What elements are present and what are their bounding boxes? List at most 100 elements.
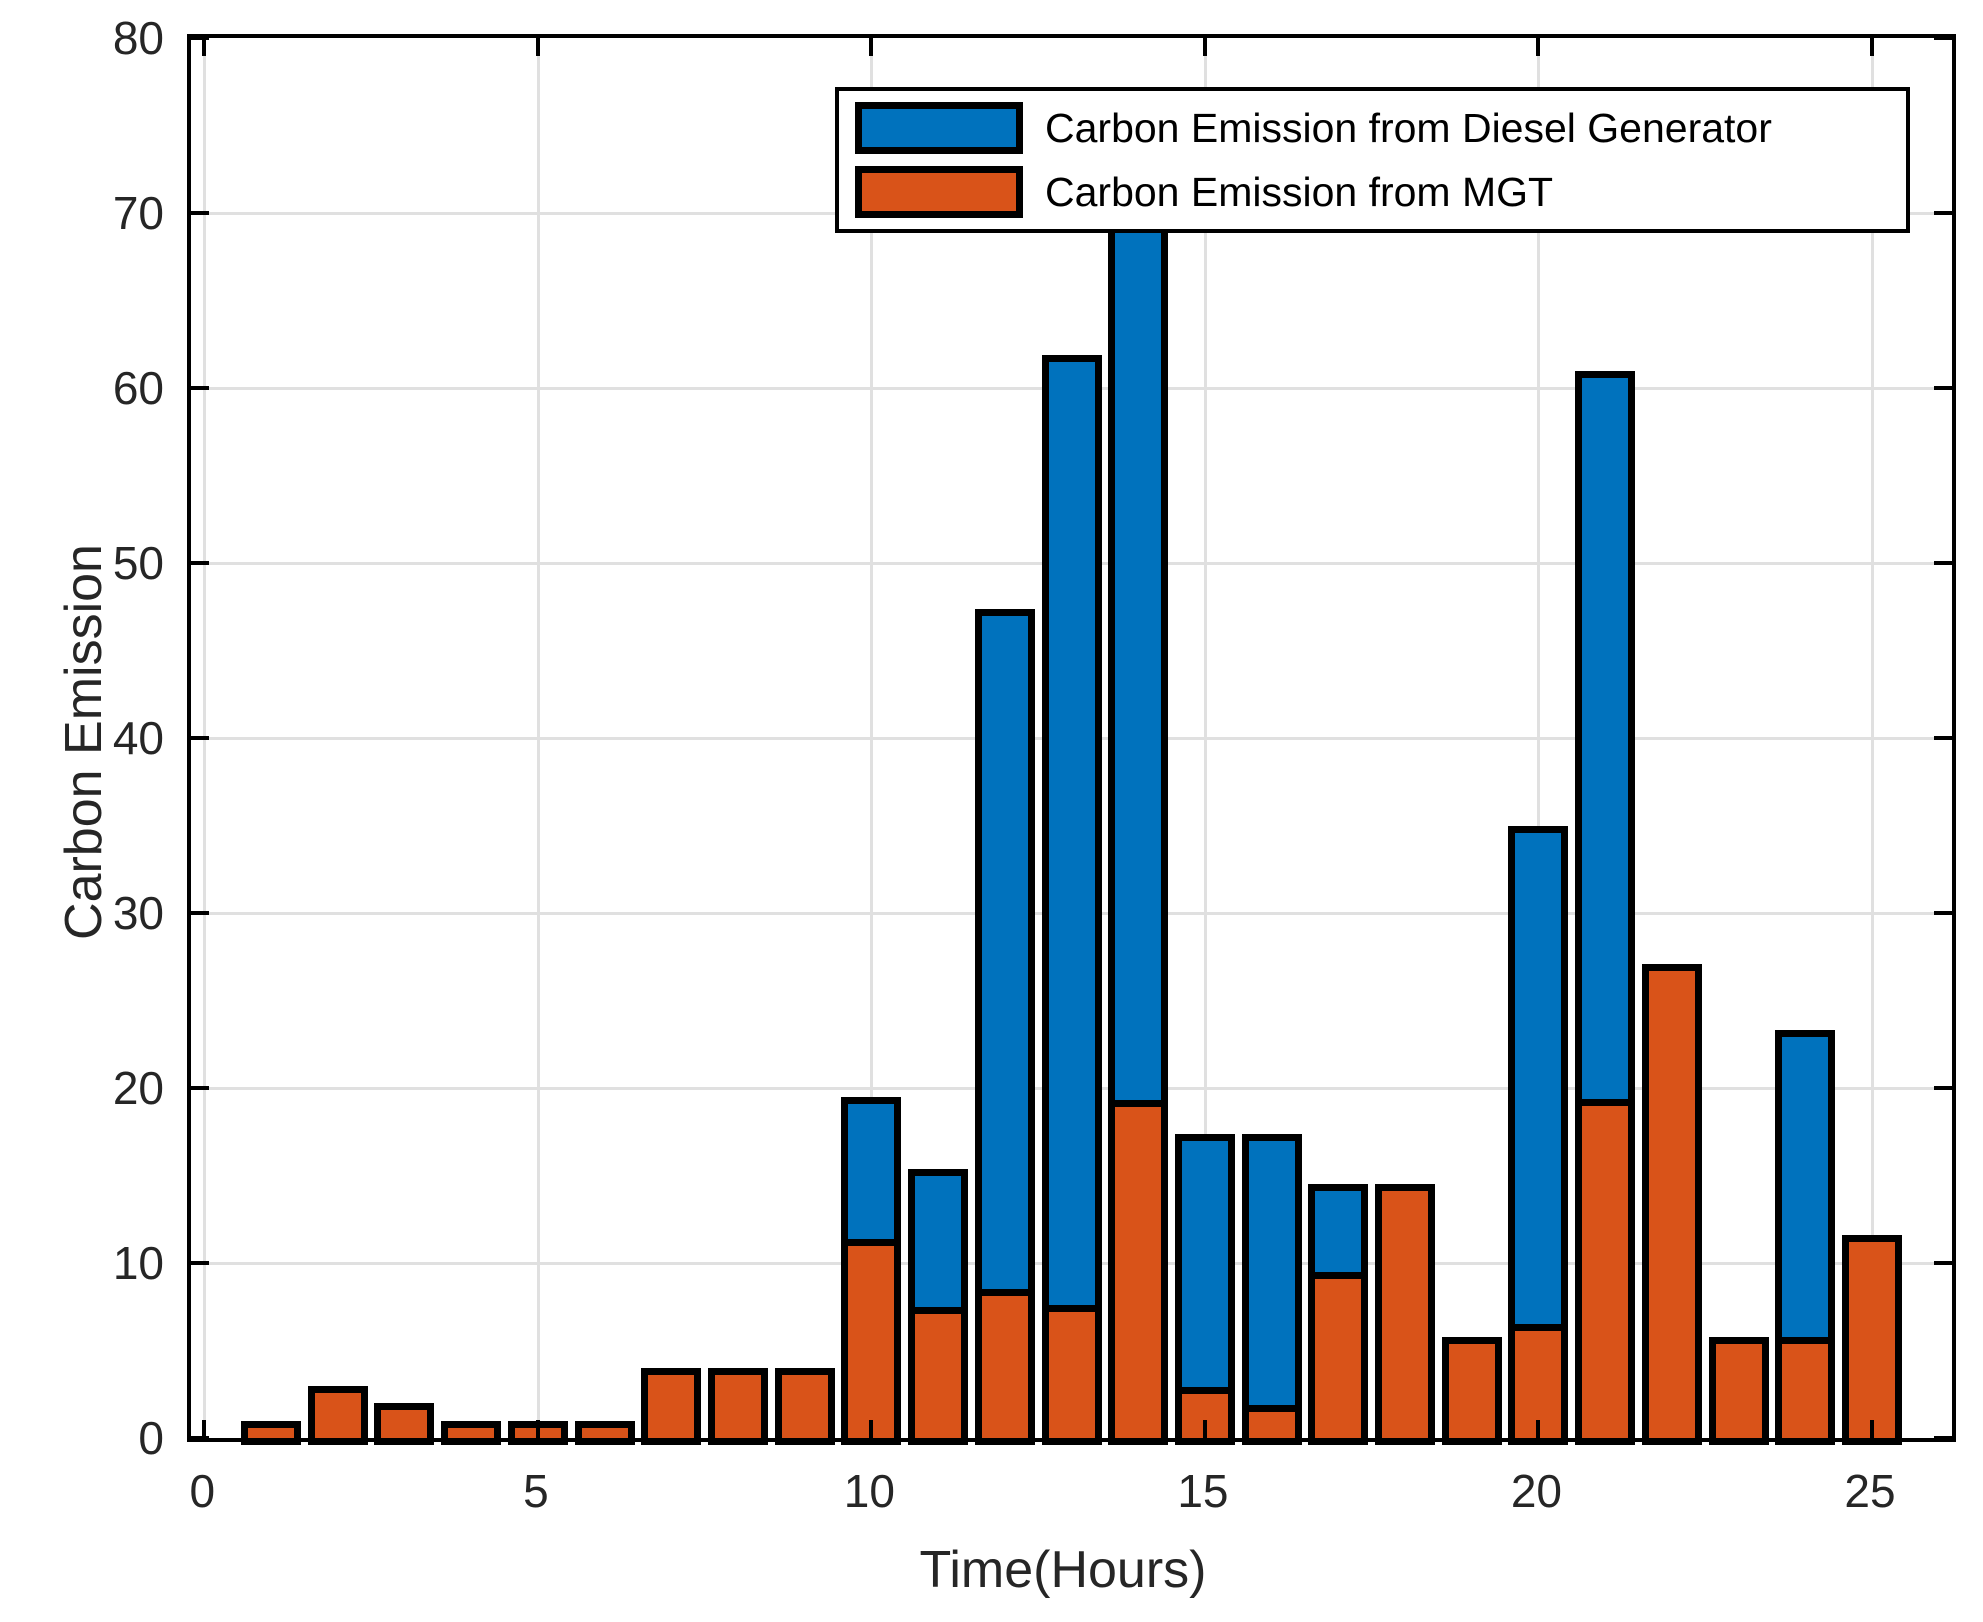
y-tick-mark: [191, 736, 209, 740]
y-tick-mark: [1934, 736, 1952, 740]
bar-segment-diesel: [1775, 1030, 1836, 1344]
x-tick-mark: [1536, 1420, 1541, 1438]
bar-segment-mgt: [841, 1238, 902, 1445]
bar-segment-mgt: [1775, 1336, 1836, 1445]
bar-segment-diesel: [1041, 354, 1102, 1312]
y-tick-mark: [191, 36, 209, 40]
legend-swatch-diesel-icon: [855, 102, 1023, 154]
y-tick-mark: [191, 1086, 209, 1090]
bar-hour-10: [841, 38, 902, 1445]
x-tick-label: 10: [843, 1465, 895, 1517]
bar-segment-mgt: [641, 1368, 702, 1445]
bar-hour-22: [1641, 38, 1702, 1445]
bar-hour-24: [1775, 38, 1836, 1445]
y-tick-label: 50: [112, 537, 164, 589]
bar-hour-23: [1708, 38, 1769, 1445]
y-tick-mark: [191, 1436, 209, 1440]
y-tick-label: 30: [112, 887, 164, 939]
x-axis-label: Time(Hours): [919, 1541, 1207, 1599]
x-gridline: [1203, 38, 1207, 1438]
bar-hour-8: [707, 38, 768, 1445]
bar-hour-12: [974, 38, 1035, 1445]
bar-segment-mgt: [574, 1420, 635, 1445]
bar-segment-mgt: [241, 1420, 302, 1445]
bar-hour-1: [241, 38, 302, 1445]
x-tick-mark: [869, 38, 874, 56]
y-tick-label: 80: [112, 12, 164, 64]
bar-hour-14: [1108, 38, 1169, 1445]
y-tick-label: 0: [138, 1412, 164, 1464]
y-tick-mark: [1934, 1436, 1952, 1440]
legend-item-mgt: Carbon Emission from MGT: [855, 164, 1906, 220]
bar-segment-mgt: [1441, 1336, 1502, 1445]
x-tick-mark: [202, 1420, 207, 1438]
bar-segment-diesel: [1108, 221, 1169, 1108]
x-tick-mark: [869, 1420, 874, 1438]
bar-hour-6: [574, 38, 635, 1445]
y-tick-mark: [1934, 561, 1952, 565]
y-tick-label: 10: [112, 1237, 164, 1289]
bar-segment-mgt: [1641, 963, 1702, 1445]
x-gridline: [536, 38, 540, 1438]
x-gridline: [1870, 38, 1874, 1438]
x-tick-mark: [202, 38, 207, 56]
y-tick-mark: [1934, 386, 1952, 390]
bar-segment-diesel: [1508, 825, 1569, 1332]
y-tick-label: 70: [112, 187, 164, 239]
bar-hour-7: [641, 38, 702, 1445]
y-tick-mark: [191, 911, 209, 915]
x-tick-mark: [1869, 1420, 1874, 1438]
y-tick-mark: [1934, 36, 1952, 40]
y-tick-mark: [1934, 1261, 1952, 1265]
x-tick-mark: [535, 1420, 540, 1438]
bar-segment-diesel: [841, 1096, 902, 1246]
x-tick-mark: [1202, 38, 1207, 56]
y-tick-label: 60: [112, 362, 164, 414]
bar-hour-21: [1575, 38, 1636, 1445]
y-tick-mark: [191, 211, 209, 215]
x-tick-mark: [1202, 1420, 1207, 1438]
x-gridline: [1537, 38, 1541, 1438]
bar-hour-19: [1441, 38, 1502, 1445]
bar-hour-16: [1241, 38, 1302, 1445]
y-tick-mark: [1934, 1086, 1952, 1090]
bar-segment-mgt: [1708, 1336, 1769, 1445]
y-tick-mark: [191, 386, 209, 390]
bar-segment-mgt: [774, 1368, 835, 1445]
bar-segment-mgt: [908, 1306, 969, 1445]
bar-hour-20: [1508, 38, 1569, 1445]
bar-hour-11: [908, 38, 969, 1445]
x-tick-label: 15: [1177, 1465, 1229, 1517]
x-tick-mark: [1536, 38, 1541, 56]
bar-hour-5: [507, 38, 568, 1445]
bar-segment-diesel: [1575, 370, 1636, 1106]
bar-segment-mgt: [441, 1420, 502, 1445]
bar-segment-mgt: [374, 1403, 435, 1445]
bar-segment-diesel: [1174, 1133, 1235, 1395]
bar-segment-mgt: [974, 1289, 1035, 1445]
bar-hour-15: [1174, 38, 1235, 1445]
x-gridline: [870, 38, 874, 1438]
legend-swatch-mgt-icon: [855, 166, 1023, 218]
y-tick-mark: [1934, 911, 1952, 915]
legend-label-mgt: Carbon Emission from MGT: [1045, 168, 1554, 215]
y-tick-label: 20: [112, 1062, 164, 1114]
bar-segment-diesel: [908, 1168, 969, 1314]
bar-hour-18: [1375, 38, 1436, 1445]
bar-hour-25: [1841, 38, 1902, 1445]
bar-segment-mgt: [707, 1368, 768, 1445]
bar-segment-mgt: [1841, 1235, 1902, 1445]
bar-segment-mgt: [1108, 1100, 1169, 1445]
bar-segment-mgt: [1041, 1305, 1102, 1445]
bar-hour-9: [774, 38, 835, 1445]
bar-segment-diesel: [974, 608, 1035, 1297]
bar-segment-mgt: [1375, 1184, 1436, 1445]
bar-hour-4: [441, 38, 502, 1445]
plot-area: [187, 34, 1956, 1445]
legend: Carbon Emission from Diesel Generator Ca…: [835, 87, 1910, 233]
bar-segment-diesel: [1241, 1133, 1302, 1412]
x-tick-label: 0: [189, 1465, 216, 1517]
legend-item-diesel: Carbon Emission from Diesel Generator: [855, 100, 1906, 156]
x-tick-label: 25: [1844, 1465, 1896, 1517]
